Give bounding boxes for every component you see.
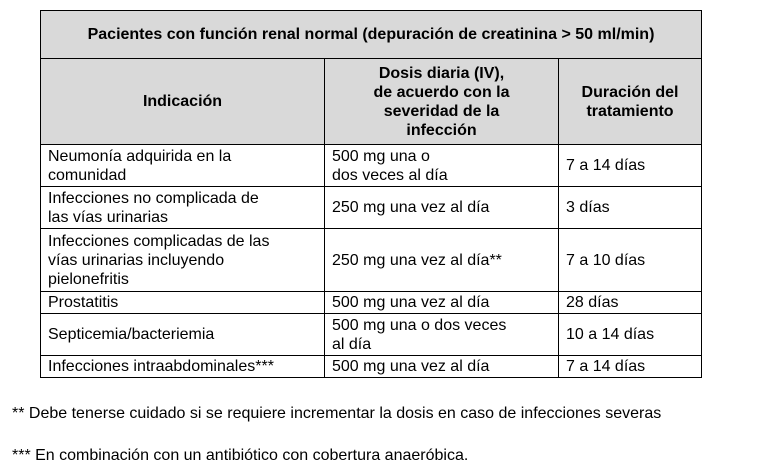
table-row: Infecciones no complicada de las vías ur… — [40, 186, 702, 229]
table-row: Infecciones complicadas de las vías urin… — [40, 228, 702, 292]
header-dosis: Dosis diaria (IV), de acuerdo con la sev… — [324, 58, 559, 145]
table-title-row: Pacientes con función renal normal (depu… — [40, 10, 702, 59]
table-header-row: Indicación Dosis diaria (IV), de acuerdo… — [40, 58, 702, 145]
cell-indicacion: Prostatitis — [40, 291, 325, 314]
cell-dosis: 500 mg una o dos veces al día — [324, 144, 559, 187]
cell-dosis: 500 mg una o dos veces al día — [324, 313, 559, 356]
cell-duracion: 10 a 14 días — [558, 313, 702, 356]
table-title: Pacientes con función renal normal (depu… — [40, 10, 702, 59]
cell-indicacion: Neumonía adquirida en la comunidad — [40, 144, 325, 187]
footnote-dose-increase: ** Debe tenerse cuidado si se requiere i… — [12, 405, 662, 422]
header-indicacion: Indicación — [40, 58, 325, 145]
cell-dosis: 250 mg una vez al día** — [324, 228, 559, 292]
cell-indicacion: Infecciones intraabdominales*** — [40, 355, 325, 378]
header-duracion: Duración del tratamiento — [558, 58, 702, 145]
table-row: Infecciones intraabdominales*** 500 mg u… — [40, 355, 702, 378]
table-row: Prostatitis 500 mg una vez al día 28 día… — [40, 291, 702, 314]
table-row: Neumonía adquirida en la comunidad 500 m… — [40, 144, 702, 187]
cell-duracion: 7 a 14 días — [558, 144, 702, 187]
cell-duracion: 7 a 14 días — [558, 355, 702, 378]
footnote-anaerobic-coverage: *** En combinación con un antibiótico co… — [12, 447, 469, 464]
cell-dosis: 500 mg una vez al día — [324, 355, 559, 378]
cell-indicacion: Infecciones complicadas de las vías urin… — [40, 228, 325, 292]
table-row: Septicemia/bacteriemia 500 mg una o dos … — [40, 313, 702, 356]
cell-duracion: 3 días — [558, 186, 702, 229]
cell-dosis: 500 mg una vez al día — [324, 291, 559, 314]
dosage-table: Pacientes con función renal normal (depu… — [40, 10, 702, 378]
cell-duracion: 28 días — [558, 291, 702, 314]
cell-duracion: 7 a 10 días — [558, 228, 702, 292]
cell-dosis: 250 mg una vez al día — [324, 186, 559, 229]
cell-indicacion: Septicemia/bacteriemia — [40, 313, 325, 356]
cell-indicacion: Infecciones no complicada de las vías ur… — [40, 186, 325, 229]
